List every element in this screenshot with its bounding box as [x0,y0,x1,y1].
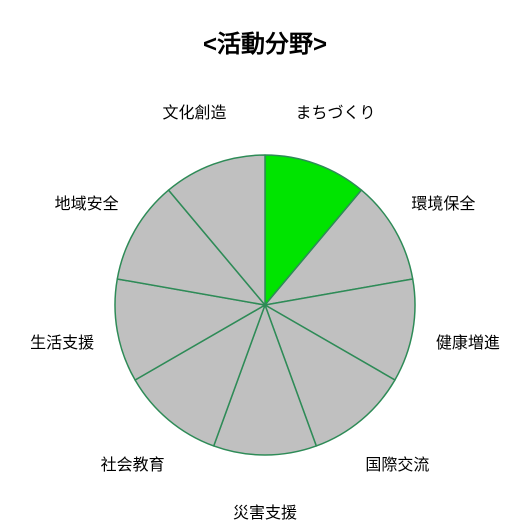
pie-slice-label: 社会教育 [101,451,165,475]
pie-slice-label: 国際交流 [365,451,429,475]
pie-slice-label: 文化創造 [163,99,227,123]
pie-slice-label: 健康増進 [436,329,500,353]
pie-slice-label: 災害支援 [233,499,297,523]
pie-slice-label: 環境保全 [411,190,475,214]
pie-slice-label: まちづくり [295,99,375,123]
chart-container: <活動分野> まちづくり環境保全健康増進国際交流災害支援社会教育生活支援地域安全… [0,0,530,530]
pie-slice-label: 地域安全 [55,190,119,214]
pie-slice-label: 生活支援 [30,329,94,353]
pie-chart [0,0,530,530]
